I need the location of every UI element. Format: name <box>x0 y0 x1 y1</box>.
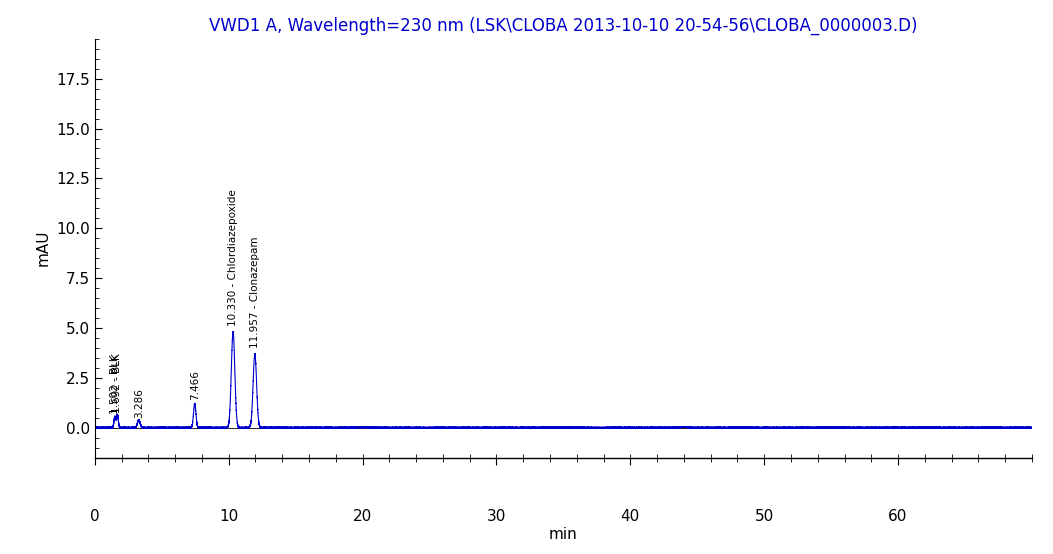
Title: VWD1 A, Wavelength=230 nm (LSK\CLOBA 2013-10-10 20-54-56\CLOBA_0000003.D): VWD1 A, Wavelength=230 nm (LSK\CLOBA 201… <box>210 17 917 35</box>
Y-axis label: mAU: mAU <box>36 230 51 266</box>
Text: 11.957 - Clonazepam: 11.957 - Clonazepam <box>250 237 260 348</box>
Text: 1.692 - BLK: 1.692 - BLK <box>113 353 122 413</box>
Text: 3.286: 3.286 <box>134 388 144 418</box>
X-axis label: min: min <box>549 527 578 542</box>
Text: 10.330 - Chlordiazepoxide: 10.330 - Chlordiazepoxide <box>229 189 238 326</box>
Text: 1.502 - BLK: 1.502 - BLK <box>110 354 120 414</box>
Text: 7.466: 7.466 <box>190 370 200 400</box>
